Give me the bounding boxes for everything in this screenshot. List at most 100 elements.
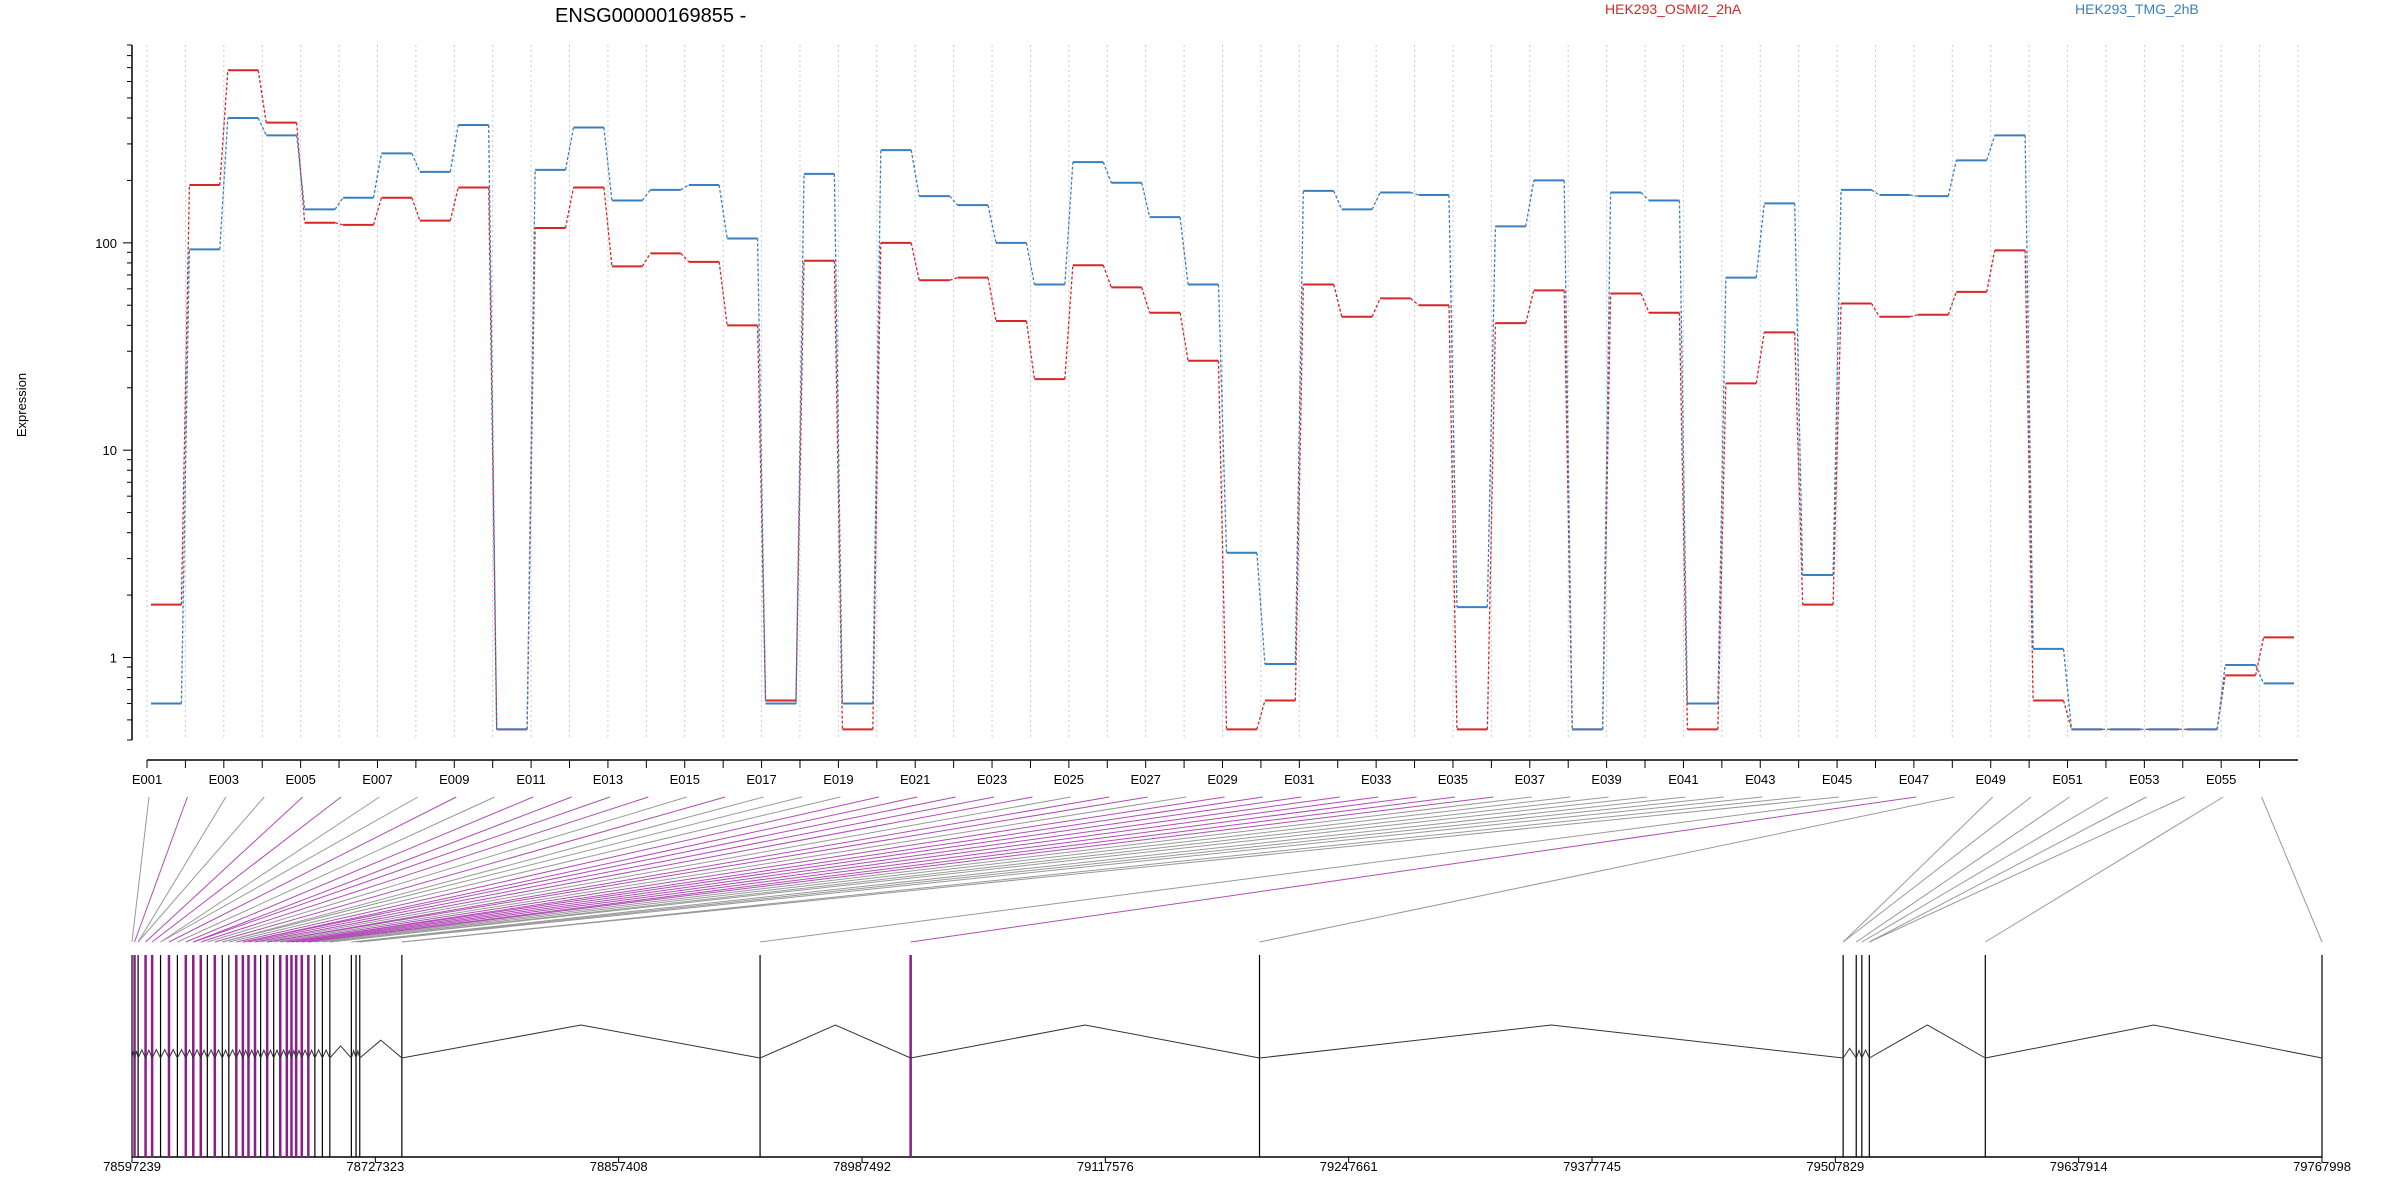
series-connector <box>987 277 997 322</box>
intron-line <box>295 1048 303 1059</box>
x-tick-label: E011 <box>516 772 545 787</box>
series-connector <box>1755 203 1765 278</box>
series-connector <box>488 187 498 730</box>
exon-connector <box>1985 796 2224 943</box>
series-connector <box>1102 264 1112 288</box>
series-connector <box>910 242 920 281</box>
intron-line <box>1861 1048 1870 1059</box>
y-axis-label: Expression <box>14 373 29 437</box>
intron-line <box>910 1024 1260 1059</box>
series-connector <box>795 173 805 704</box>
series-connector <box>1141 287 1151 313</box>
intron-line <box>168 1048 178 1059</box>
x-tick-label: E055 <box>2206 772 2236 787</box>
series-connector <box>1525 180 1535 227</box>
exon-connector <box>185 796 534 943</box>
genome-tick-label: 78857408 <box>590 1159 648 1174</box>
series-connector <box>257 117 267 136</box>
genome-tick-label: 79637914 <box>2050 1159 2108 1174</box>
series-lines <box>151 69 2294 731</box>
x-tick-label: E035 <box>1438 772 1468 787</box>
intron-line <box>221 1048 230 1059</box>
exon-connector <box>137 796 227 943</box>
intron-line <box>192 1048 202 1059</box>
exon-connector <box>1259 796 1955 943</box>
series-connector <box>2216 664 2226 730</box>
series-connector <box>1832 189 1842 576</box>
exon-connector <box>314 796 1532 943</box>
genome-tick-label: 79767998 <box>2293 1159 2351 1174</box>
exon-connector <box>351 796 1686 943</box>
x-tick-label: E027 <box>1130 772 1160 787</box>
intron-line <box>214 1048 223 1059</box>
exon-connector <box>355 796 1724 943</box>
series-connector <box>795 260 805 701</box>
genome-tick-label: 79377745 <box>1563 1159 1621 1174</box>
series-connector <box>1832 303 1842 605</box>
series-connector <box>372 153 383 198</box>
series-connector <box>1025 242 1036 285</box>
series-connector <box>1333 190 1343 210</box>
x-tick-label: E005 <box>285 772 315 787</box>
series-connector <box>1486 226 1497 608</box>
axes: 1 10 100 E001 E003 E005 E007 E009 E011 E013 E015 E0… <box>95 44 2298 787</box>
exon-connector <box>910 796 1916 943</box>
series-connector <box>2024 250 2034 701</box>
exon-connector <box>296 796 1379 943</box>
intron-line <box>1259 1024 1844 1059</box>
x-tick-label: E051 <box>2052 772 2082 787</box>
intron-line <box>314 1048 323 1059</box>
series-connector <box>1294 284 1304 701</box>
series-connector <box>1678 312 1689 730</box>
series-connector <box>564 187 575 229</box>
intron-line <box>355 1049 361 1059</box>
series-connector <box>526 169 536 730</box>
x-tick-label: E053 <box>2129 772 2159 787</box>
series-connector <box>449 187 459 221</box>
series-connector <box>1064 162 1074 285</box>
exon-connector <box>214 796 726 943</box>
series-connector <box>680 252 690 263</box>
x-tick-label: E003 <box>209 772 239 787</box>
series-connector <box>1640 293 1650 314</box>
series-connector <box>718 184 728 239</box>
x-tick-label: E045 <box>1822 772 1852 787</box>
gene-model: 78597239 78727323 78857408 78987492 79117576… <box>103 955 2351 1174</box>
series-connector <box>756 325 767 701</box>
series-connector <box>949 195 959 206</box>
x-tick-label: E043 <box>1745 772 1775 787</box>
genome-tick-label: 79507829 <box>1806 1159 1864 1174</box>
exon-connector <box>207 796 687 943</box>
x-tick-label: E009 <box>439 772 469 787</box>
intron-line <box>160 1048 170 1059</box>
x-tick-label: E039 <box>1591 772 1621 787</box>
intron-line <box>1855 1048 1863 1059</box>
x-tick-label: E033 <box>1361 772 1391 787</box>
exon-connector <box>359 796 1763 943</box>
genome-tick-label: 79117576 <box>1077 1159 1134 1174</box>
genome-tick-label: 78727323 <box>346 1159 404 1174</box>
exon-connector <box>177 796 495 943</box>
exon-connector <box>301 796 1417 943</box>
series-connector <box>1871 189 1880 196</box>
series-1 <box>151 117 2294 731</box>
series-connector <box>718 261 728 326</box>
intron-line <box>759 1024 911 1059</box>
exon-connector <box>267 796 1110 943</box>
series-connector <box>1256 552 1266 665</box>
x-tick-label: E049 <box>1976 772 2006 787</box>
x-tick-label: E001 <box>132 772 162 787</box>
intron-line <box>151 1048 161 1059</box>
intron-line <box>185 1048 194 1059</box>
intron-line <box>200 1048 208 1059</box>
exon-connector <box>222 796 764 943</box>
series-connector <box>1294 190 1304 665</box>
x-tick-label: E029 <box>1207 772 1237 787</box>
series-connector <box>2024 135 2034 649</box>
intron-line <box>228 1048 237 1059</box>
genome-tick-label: 78597239 <box>103 1159 161 1174</box>
x-tick-label: E041 <box>1668 772 1698 787</box>
exon-connector <box>242 796 918 943</box>
series-connector <box>641 252 651 267</box>
x-tick-label: E031 <box>1284 772 1314 787</box>
